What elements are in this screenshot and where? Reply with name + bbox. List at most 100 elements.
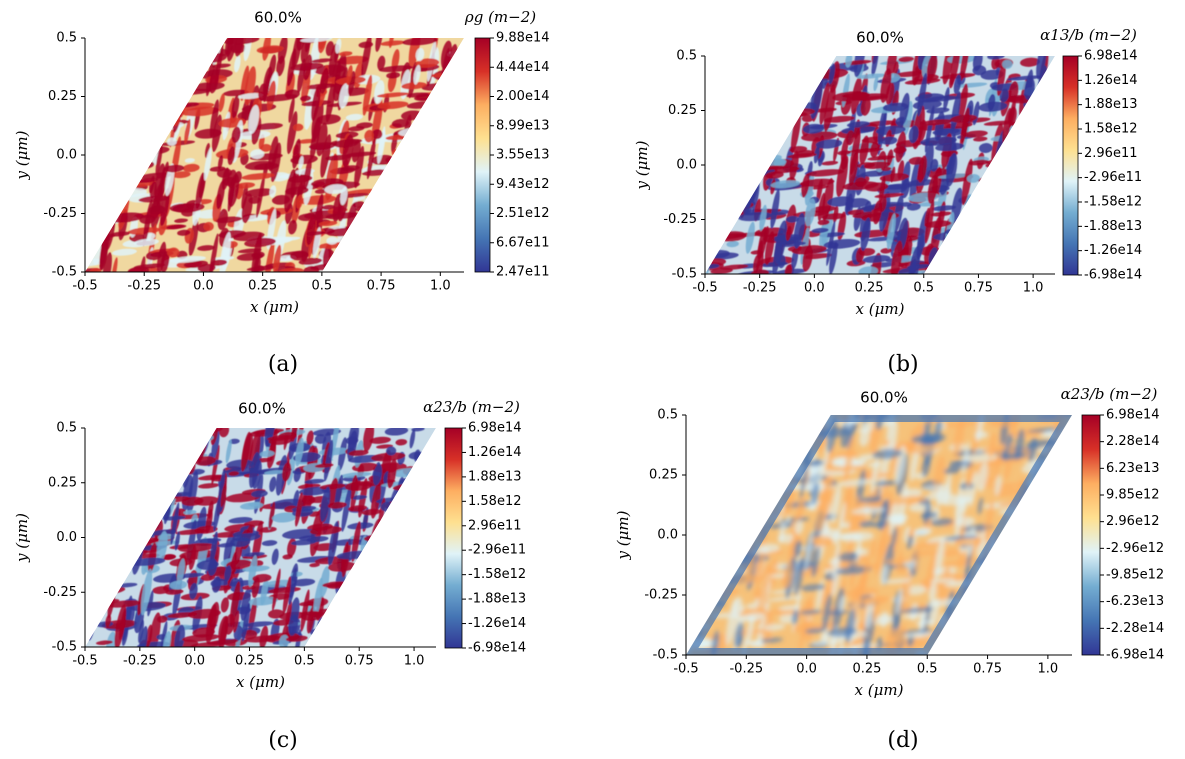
field-blob: [428, 616, 436, 647]
colorbar-tick-label: -9.85e12: [1106, 568, 1164, 583]
field-blob: [103, 520, 115, 556]
field-blob: [334, 53, 347, 94]
field-blob: [410, 612, 422, 621]
field-blob: [154, 442, 178, 452]
field-blob: [720, 70, 733, 118]
field-blob: [304, 478, 325, 484]
field-blob: [389, 224, 398, 261]
field-blob: [222, 176, 237, 186]
field-blob: [1022, 219, 1034, 243]
field-blob: [398, 189, 406, 212]
field-blob: [774, 220, 788, 264]
field-blob: [943, 421, 978, 428]
field-blob: [837, 150, 851, 156]
field-blob: [1003, 152, 1015, 195]
field-blob: [913, 528, 930, 537]
field-blob: [314, 434, 327, 444]
field-blob: [386, 642, 412, 647]
field-blob: [882, 102, 909, 112]
field-blob: [428, 178, 441, 217]
field-blob: [957, 644, 967, 655]
field-blob: [160, 118, 174, 127]
field-blob: [717, 560, 731, 570]
field-blob: [354, 145, 365, 189]
field-blob: [99, 494, 108, 527]
field-blob: [742, 110, 771, 116]
field-blob: [102, 480, 115, 526]
field-blob: [1020, 600, 1033, 608]
field-blob: [902, 612, 928, 619]
field-blob: [804, 529, 814, 573]
field-blob: [776, 71, 786, 114]
field-blob: [379, 247, 411, 255]
field-blob: [764, 623, 786, 631]
field-blob: [1035, 504, 1062, 515]
field-blob: [775, 64, 786, 100]
field-blob: [977, 497, 984, 515]
field-blob: [103, 438, 111, 467]
field-blob: [984, 499, 994, 542]
field-blob: [415, 246, 433, 256]
field-blob: [692, 558, 701, 599]
field-blob: [261, 540, 278, 546]
field-blob: [896, 550, 903, 570]
field-blob: [360, 560, 367, 584]
field-blob: [431, 111, 440, 149]
field-blob: [786, 87, 804, 97]
field-blob: [762, 563, 772, 588]
field-blob: [1027, 585, 1058, 593]
field-blob: [819, 82, 830, 125]
field-blob: [736, 150, 749, 187]
field-blob: [898, 56, 914, 63]
field-blob: [234, 38, 244, 57]
field-blob: [108, 146, 119, 188]
field-blob: [120, 428, 131, 455]
field-blob: [137, 152, 151, 157]
field-blob: [1020, 567, 1057, 577]
field-blob: [136, 52, 151, 60]
field-blob: [1018, 163, 1027, 198]
field-blob: [1051, 167, 1055, 193]
field-blob: [380, 564, 390, 593]
field-blob: [269, 476, 277, 492]
y-tick-label: -0.5: [653, 648, 678, 663]
field-blob: [154, 82, 170, 90]
field-blob: [752, 447, 790, 458]
field-blob: [900, 607, 935, 614]
field-blob: [750, 269, 769, 274]
field-blob: [311, 84, 321, 121]
field-blob: [975, 266, 997, 273]
field-blob: [963, 130, 988, 138]
colorbar-tick-label: 2.96e11: [1084, 146, 1138, 161]
field-blob: [707, 61, 739, 72]
field-blob: [804, 198, 816, 227]
field-blob: [218, 428, 230, 438]
colorbar-tick-label: 1.26e14: [468, 445, 522, 460]
field-blob: [746, 485, 760, 532]
field-blob: [686, 445, 711, 451]
field-blob: [701, 526, 709, 544]
field-blob: [134, 85, 142, 110]
field-blob: [746, 423, 772, 431]
field-blob: [313, 577, 323, 620]
field-blob: [97, 574, 106, 607]
field-blob: [420, 458, 429, 496]
field-blob: [88, 536, 115, 544]
field-blob: [728, 75, 765, 82]
field-blob: [994, 590, 1021, 598]
field-blob: [259, 625, 269, 647]
field-blob: [414, 486, 425, 520]
field-blob: [346, 615, 372, 624]
field-blob: [746, 615, 755, 643]
field-blob: [417, 137, 426, 183]
field-blob: [126, 94, 135, 109]
field-blob: [399, 230, 422, 240]
field-blob: [944, 534, 978, 541]
field-blob: [209, 166, 226, 172]
field-blob: [988, 459, 1008, 466]
field-blob: [114, 156, 134, 165]
x-tick-label: 0.25: [235, 654, 264, 669]
field-blob: [413, 219, 420, 242]
field-blob: [412, 466, 423, 502]
field-blob: [165, 428, 175, 453]
